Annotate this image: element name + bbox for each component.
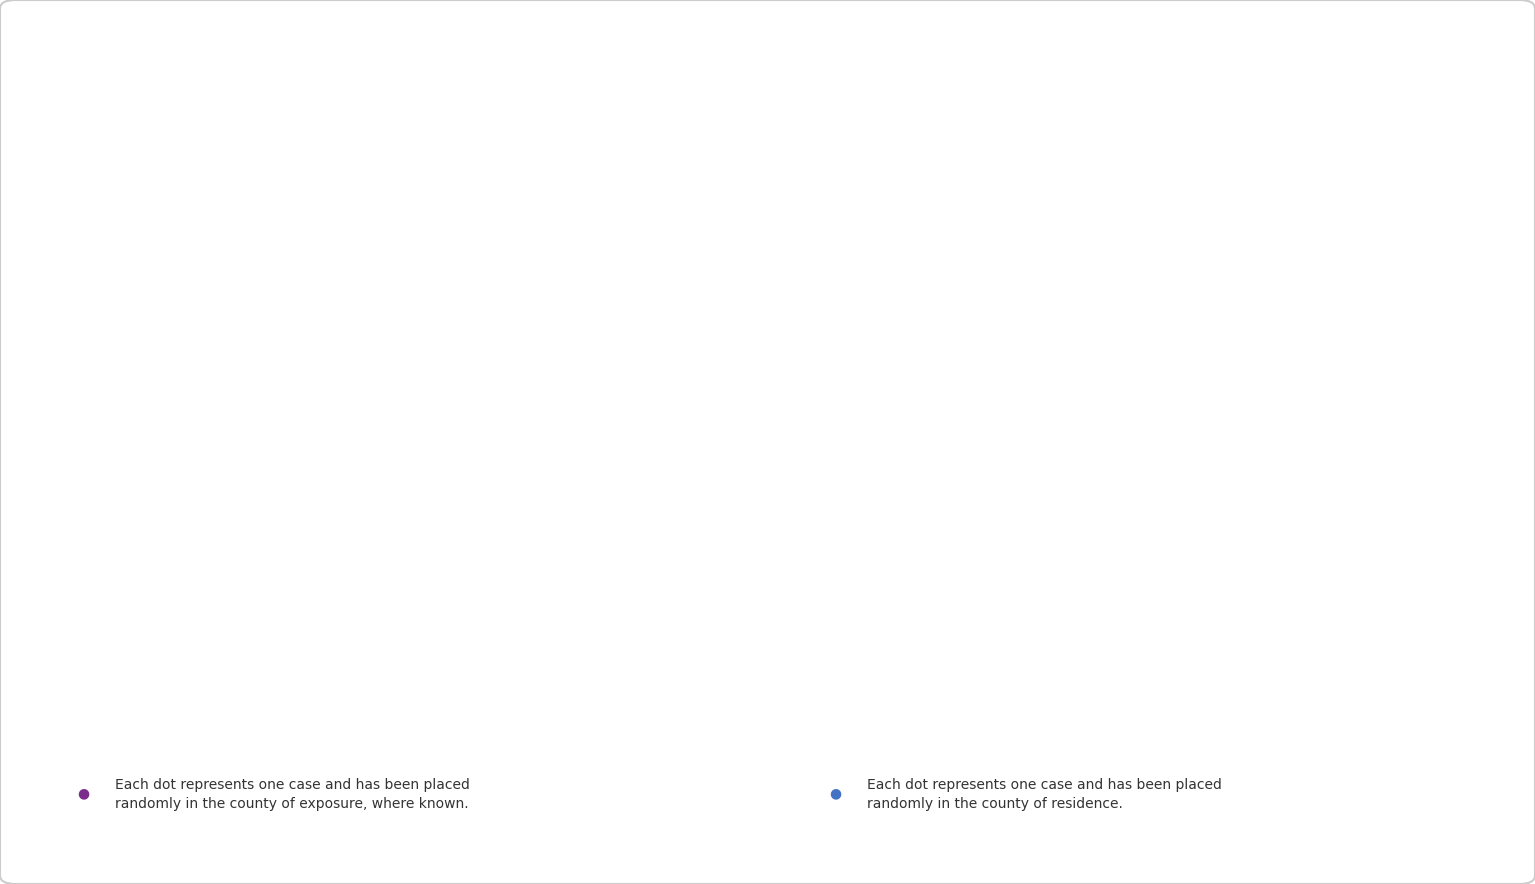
- Text: ●: ●: [829, 787, 841, 801]
- Text: Each dot represents one case and has been placed
randomly in the county of resid: Each dot represents one case and has bee…: [867, 778, 1222, 812]
- Text: ●: ●: [77, 787, 89, 801]
- Text: Each dot represents one case and has been placed
randomly in the county of expos: Each dot represents one case and has bee…: [115, 778, 470, 812]
